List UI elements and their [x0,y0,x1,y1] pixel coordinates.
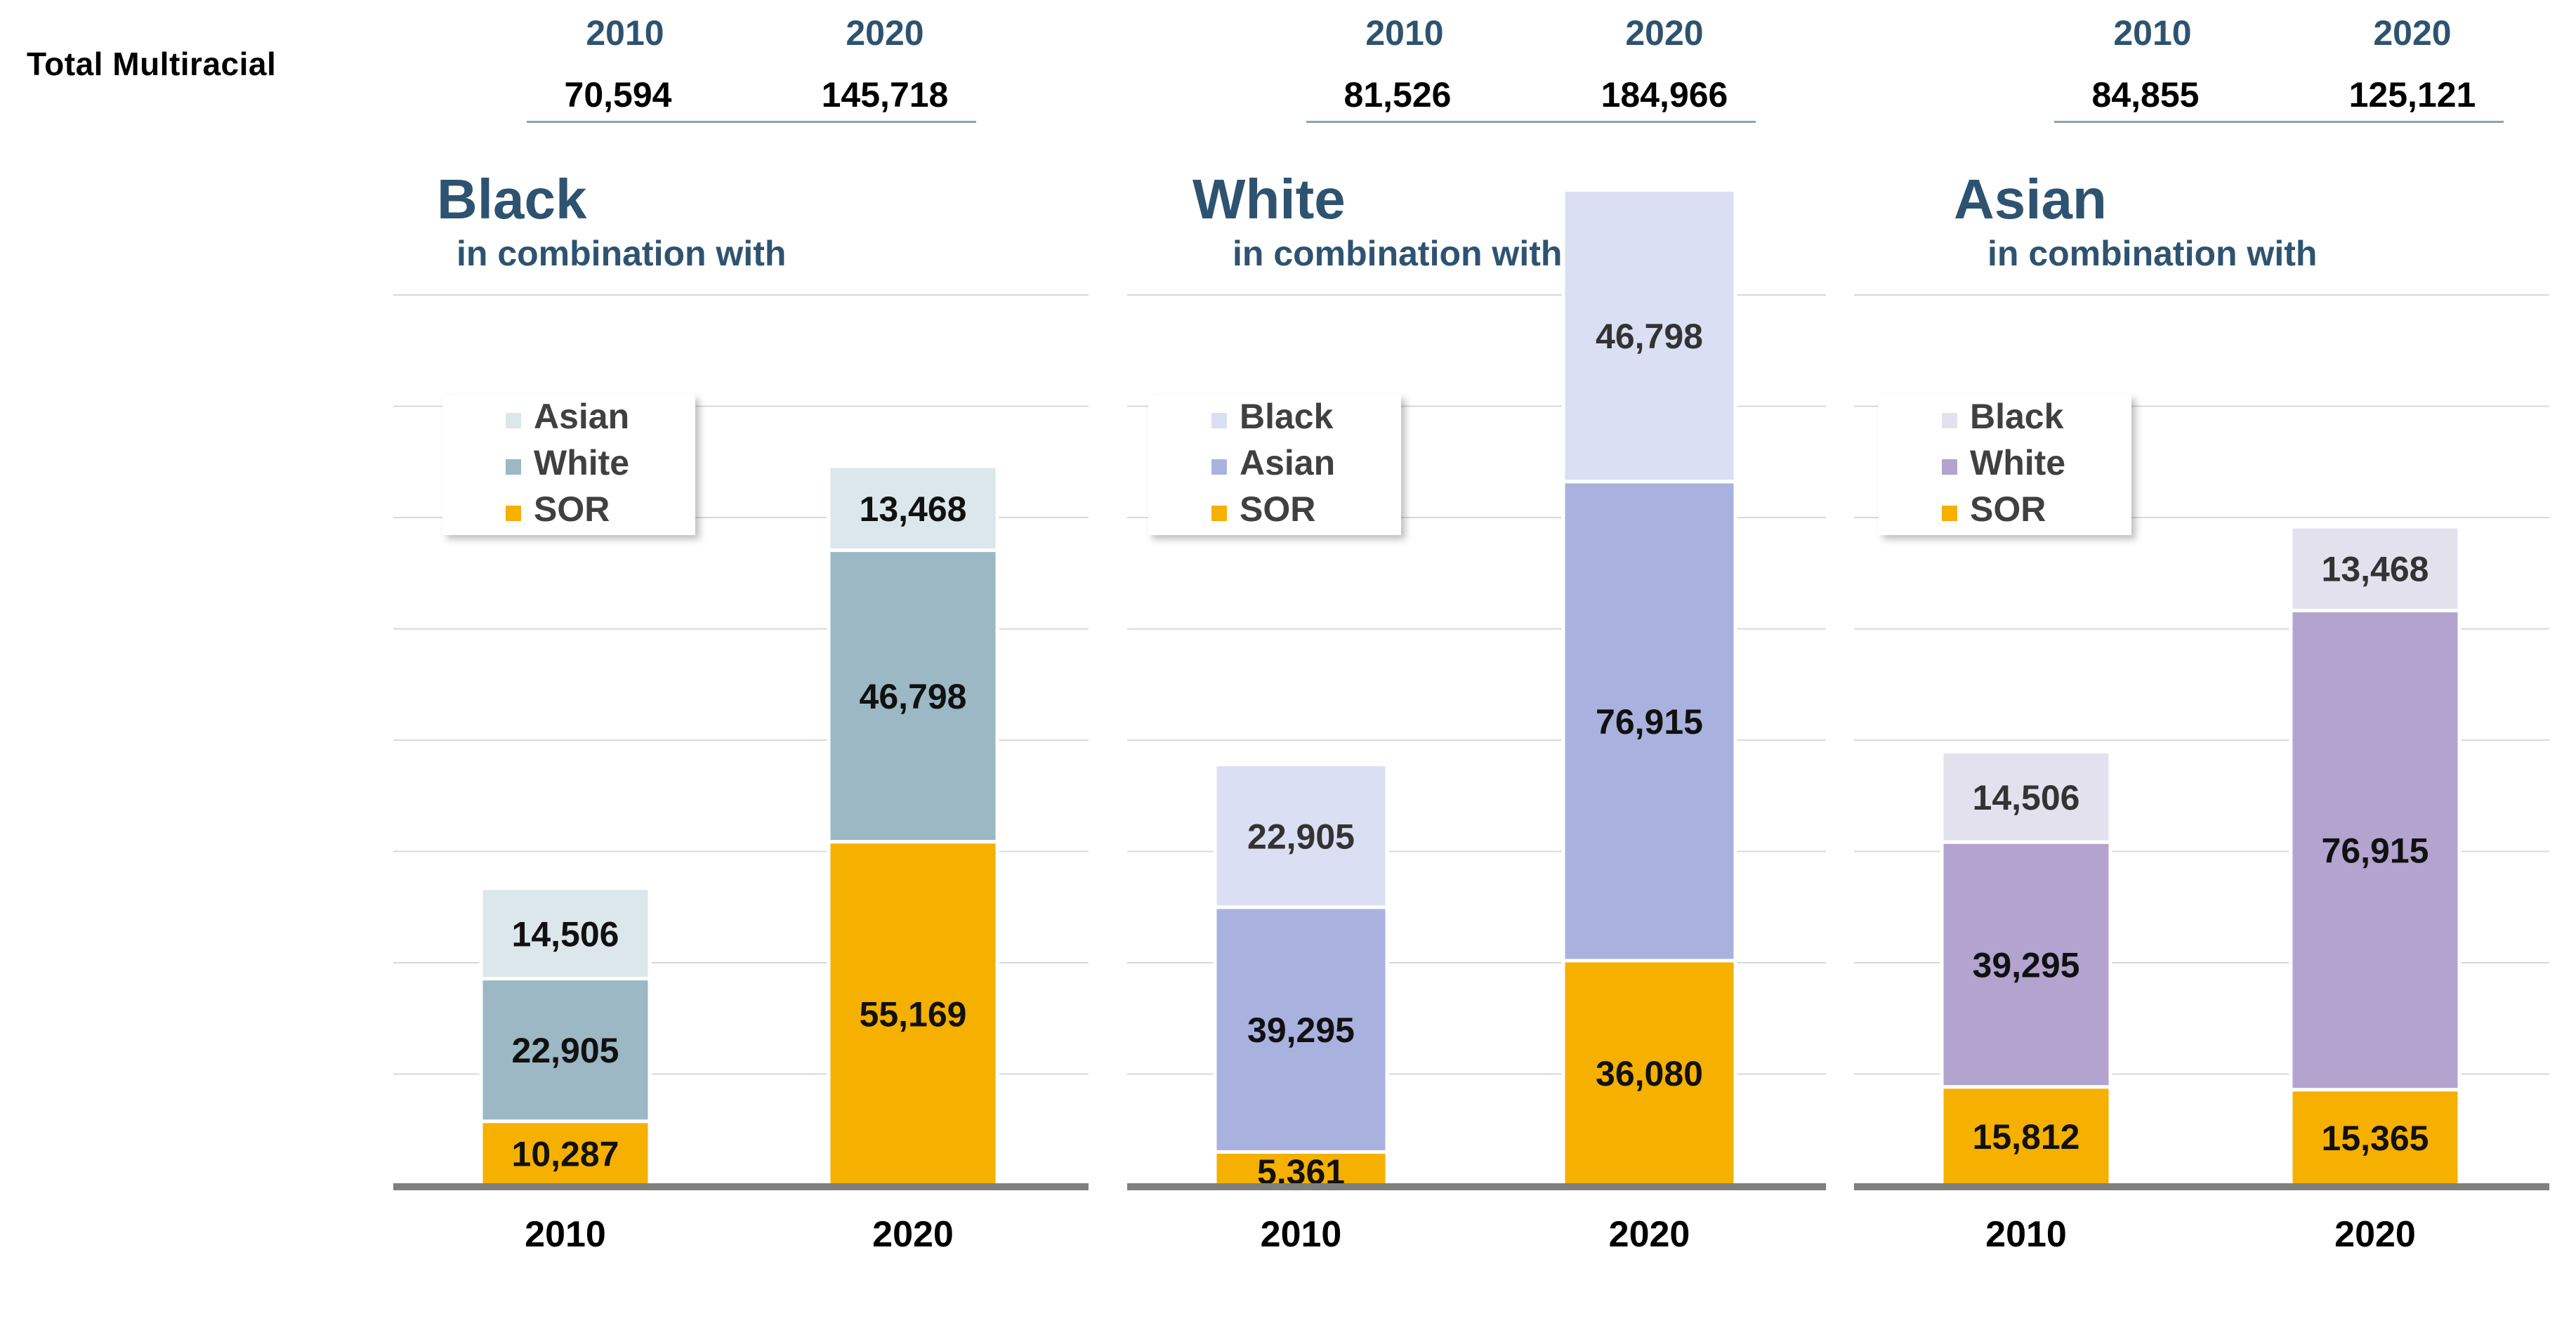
legend-label-sor: SOR [534,489,610,529]
x-tick-label-2010: 2010 [525,1214,606,1255]
legend-swatch-sor [1942,506,1957,521]
chart-black: 10,287 22,905 14,506 2010 55,169 46,798 13,468… [393,294,1089,1255]
totals-black: 2010 2020 70,594 145,718 [527,13,976,125]
bar-white-2020 [2289,608,2462,1092]
x-axis-line [393,1183,1089,1190]
legend-label-black: Black [1970,397,2064,436]
totals-value-2020: 184,966 [1601,75,1728,114]
legend-label-sor: SOR [1970,489,2046,529]
legend-box [1148,395,1401,535]
panel-title-white: White [1192,168,1346,230]
totals-year-2020: 2020 [846,13,924,53]
totals-year-2020: 2020 [2373,13,2452,53]
legend-box [442,395,695,535]
totals-rule [2054,121,2504,123]
legend-swatch-white [1942,459,1957,475]
legend: Black Asian SOR [1148,395,1401,535]
legend: Black White SOR [1879,395,2131,535]
data-label-sor-2010: 15,812 [1973,1117,2080,1157]
data-label-black-2010: 22,905 [1247,817,1355,856]
data-label-white-2010: 39,295 [1973,945,2080,985]
legend-swatch-asian [506,413,521,428]
data-label-asian-2020: 13,468 [860,489,967,529]
totals-value-2010: 70,594 [564,75,672,114]
data-label-black-2020: 13,468 [2322,550,2429,589]
bar-sor-2020 [827,840,999,1187]
legend-label-black: Black [1240,397,1334,436]
x-axis-line [1127,1183,1826,1190]
totals-value-2020: 125,121 [2348,75,2476,114]
chart-white: 5,36139,29522,905201036,08076,91546,7982… [1127,188,1826,1255]
legend-swatch-sor [1211,506,1227,521]
legend-label-asian: Asian [534,397,629,436]
x-tick-label-2010: 2010 [1985,1214,2067,1255]
chart-asian: 15,812 39,295 14,506 2010 15,365 76,915 13,468… [1854,294,2549,1255]
legend-swatch-black [1942,413,1957,428]
legend-swatch-sor [506,506,521,521]
totals-year-2020: 2020 [1625,13,1704,53]
legend-swatch-white [506,459,521,475]
legend-swatch-black [1211,413,1227,428]
bar-black-2020 [1561,188,1737,484]
data-label-white-2020: 76,915 [2322,831,2429,871]
panel-subtitle-white: in combination with [1233,234,1563,273]
data-label-sor-2020: 36,080 [1596,1054,1703,1093]
legend-label-asian: Asian [1240,443,1335,482]
totals-value-2020: 145,718 [821,75,949,114]
bar-black-2010 [1940,750,2112,844]
bar-black-2010 [1213,763,1389,909]
x-tick-label-2020: 2020 [1609,1214,1690,1255]
totals-value-2010: 81,526 [1343,75,1452,114]
data-label-white-2020: 46,798 [860,677,967,716]
bar-white-2010 [479,977,652,1124]
x-tick-label-2020: 2020 [2334,1214,2416,1255]
totals-asian: 2010 2020 84,855 125,121 [2054,13,2504,125]
bar-white-2020 [827,548,999,844]
row-label: Total Multiracial [27,46,277,82]
panel-subtitle-black: in combination with [456,234,787,273]
bar-asian-2020 [1561,480,1737,963]
data-label-asian-2020: 76,915 [1596,702,1703,742]
legend-label-sor: SOR [1240,489,1315,529]
bar-black-2020 [2289,525,2462,612]
data-label-white-2010: 22,905 [512,1031,619,1070]
totals-white: 2010 2020 81,526 184,966 [1306,13,1756,125]
legend-swatch-asian [1211,459,1227,475]
bar-sor-2010 [1213,1150,1389,1187]
legend: Asian White SOR [442,395,695,535]
totals-year-2010: 2010 [586,13,664,53]
bar-asian-2010 [1213,905,1389,1154]
panel-title-asian: Asian [1954,168,2107,230]
x-axis-line [1854,1183,2549,1190]
totals-value-2010: 84,855 [2091,75,2200,114]
legend-box [1879,395,2131,535]
data-label-sor-2010: 10,287 [512,1134,619,1173]
data-label-sor-2020: 15,365 [2322,1119,2429,1158]
data-label-black-2010: 14,506 [1973,778,2080,817]
x-tick-label-2010: 2010 [1261,1214,1342,1255]
totals-year-2010: 2010 [2113,13,2192,53]
x-tick-label-2020: 2020 [872,1214,954,1255]
legend-label-white: White [534,443,629,482]
data-label-asian-2010: 14,506 [512,914,619,954]
data-label-sor-2020: 55,169 [860,994,967,1034]
totals-year-2010: 2010 [1365,13,1444,53]
data-label-black-2020: 46,798 [1596,317,1703,356]
bar-asian-2010 [479,886,652,981]
bar-asian-2020 [827,464,999,553]
totals-rule [1306,121,1756,123]
totals-rule [527,121,976,123]
panel-subtitle-asian: in combination with [1987,234,2318,273]
data-label-asian-2010: 39,295 [1247,1011,1355,1050]
panel-title-black: Black [437,168,587,230]
legend-label-white: White [1970,443,2065,482]
bar-white-2010 [1940,840,2112,1089]
